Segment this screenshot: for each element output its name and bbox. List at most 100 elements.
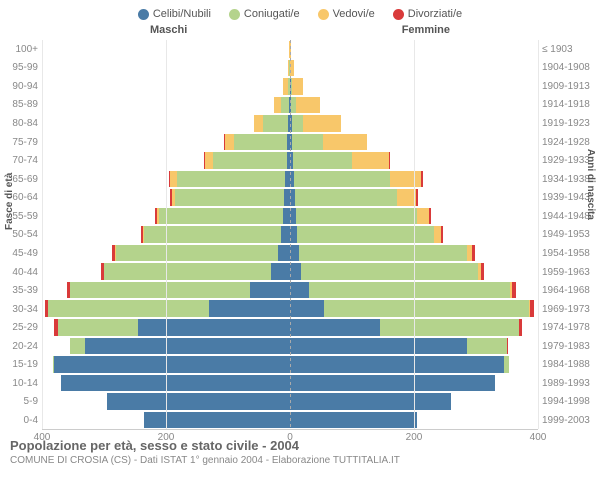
segment-con: [234, 134, 287, 151]
segment-con: [504, 356, 509, 373]
segment-ved: [352, 152, 389, 169]
segment-cel: [290, 263, 301, 280]
birth-year-label: 1959-1963: [542, 267, 600, 278]
segment-cel: [290, 338, 467, 355]
segment-cel: [290, 300, 324, 317]
segment-ved: [323, 134, 366, 151]
segment-cel: [290, 319, 380, 336]
birth-year-label: 1964-1968: [542, 285, 600, 296]
age-label: 15-19: [0, 359, 38, 370]
segment-cel: [290, 282, 309, 299]
segment-cel: [290, 375, 495, 392]
segment-cel: [278, 245, 290, 262]
segment-con: [116, 245, 277, 262]
segment-ved: [254, 115, 263, 132]
segment-con: [159, 208, 283, 225]
segment-ved: [390, 171, 421, 188]
x-tick: 400: [530, 432, 547, 443]
age-label: 35-39: [0, 285, 38, 296]
segment-con: [296, 208, 417, 225]
age-label: 85-89: [0, 99, 38, 110]
segment-div: [421, 171, 423, 188]
segment-cel: [250, 282, 290, 299]
segment-div: [519, 319, 522, 336]
segment-cel: [85, 338, 290, 355]
segment-con: [301, 263, 478, 280]
segment-cel: [290, 393, 451, 410]
segment-con: [48, 300, 209, 317]
segment-con: [263, 115, 288, 132]
segment-cel: [138, 319, 290, 336]
age-label: 45-49: [0, 248, 38, 259]
segment-div: [416, 189, 418, 206]
segment-ved: [225, 134, 234, 151]
segment-ved: [274, 97, 281, 114]
age-label: 20-24: [0, 341, 38, 352]
segment-div: [472, 245, 475, 262]
segment-con: [177, 171, 286, 188]
center-line: [290, 40, 291, 429]
birth-year-label: ≤ 1903: [542, 44, 600, 55]
y-axis-title-left: Fasce di età: [4, 173, 15, 230]
segment-div: [429, 208, 431, 225]
segment-con: [380, 319, 520, 336]
birth-year-label: 1914-1918: [542, 99, 600, 110]
birth-year-label: 1904-1908: [542, 62, 600, 73]
segment-div: [441, 226, 443, 243]
legend-label: Celibi/Nubili: [153, 8, 211, 20]
legend-label: Coniugati/e: [244, 8, 300, 20]
x-axis: 4002000200400: [0, 430, 600, 432]
segment-ved: [205, 152, 212, 169]
segment-con: [281, 97, 288, 114]
plot-area: 100+95-9990-9485-8980-8475-7970-7465-696…: [0, 40, 600, 430]
plot: [42, 40, 538, 430]
grid-line: [166, 40, 167, 429]
segment-cel: [61, 375, 290, 392]
segment-con: [104, 263, 271, 280]
grid-line: [538, 40, 539, 429]
age-label: 50-54: [0, 229, 38, 240]
segment-con: [295, 189, 397, 206]
segment-con: [175, 189, 284, 206]
x-tick: 0: [287, 432, 293, 443]
segment-con: [293, 152, 352, 169]
x-tick: 200: [406, 432, 423, 443]
segment-cel: [290, 226, 297, 243]
age-label: 70-74: [0, 155, 38, 166]
segment-con: [70, 282, 250, 299]
segment-cel: [281, 226, 290, 243]
segment-ved: [292, 78, 303, 95]
segment-con: [58, 319, 139, 336]
grid-line: [414, 40, 415, 429]
age-label: 30-34: [0, 304, 38, 315]
population-pyramid-chart: Celibi/NubiliConiugati/eVedovi/eDivorzia…: [0, 0, 600, 500]
age-label: 80-84: [0, 118, 38, 129]
segment-cel: [271, 263, 290, 280]
segment-con: [309, 282, 511, 299]
birth-year-label: 1994-1998: [542, 396, 600, 407]
segment-con: [292, 134, 323, 151]
birth-year-label: 1979-1983: [542, 341, 600, 352]
birth-year-label: 1984-1988: [542, 359, 600, 370]
segment-con: [292, 115, 303, 132]
birth-year-label: 1974-1978: [542, 322, 600, 333]
male-label: Maschi: [150, 24, 187, 36]
segment-ved: [296, 97, 320, 114]
segment-div: [507, 338, 508, 355]
segment-con: [213, 152, 287, 169]
legend-label: Divorziati/e: [408, 8, 462, 20]
segment-con: [467, 338, 507, 355]
legend-swatch: [138, 9, 149, 20]
birth-year-label: 1909-1913: [542, 81, 600, 92]
segment-con: [324, 300, 529, 317]
segment-ved: [303, 115, 341, 132]
grid-line: [42, 40, 43, 429]
birth-year-label: 1989-1993: [542, 378, 600, 389]
x-tick: 400: [34, 432, 51, 443]
age-label: 0-4: [0, 415, 38, 426]
birth-year-label: 1924-1928: [542, 137, 600, 148]
birth-year-label: 1999-2003: [542, 415, 600, 426]
age-label: 75-79: [0, 137, 38, 148]
age-label: 5-9: [0, 396, 38, 407]
legend-item: Divorziati/e: [393, 8, 462, 20]
